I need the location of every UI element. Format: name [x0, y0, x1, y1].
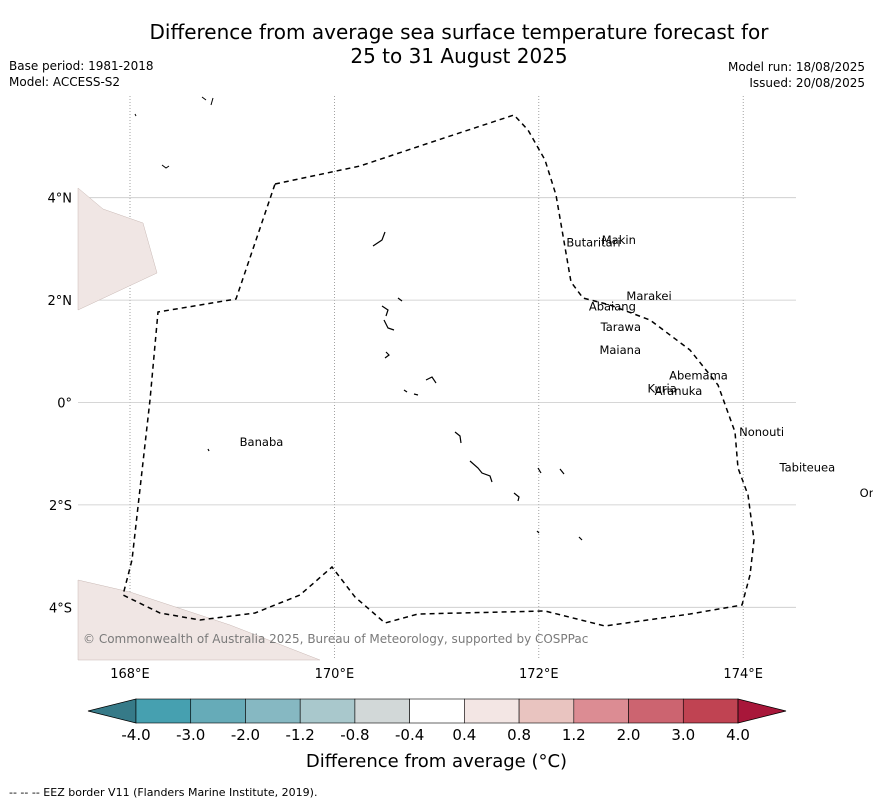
island-tamana [536, 530, 540, 534]
island-label: Marakei [626, 289, 671, 303]
model-name: Model: ACCESS-S2 [9, 75, 121, 89]
lon-tick-label: 174°E [723, 667, 763, 682]
colorbar-tick-label: -2.0 [231, 726, 260, 744]
eez-footer-note: -- -- -- EEZ border V11 (Flanders Marine… [9, 786, 318, 799]
island-tarawa [383, 319, 395, 331]
island-banaba [207, 448, 210, 452]
colorbar: -4.0 -3.0 -2.0 -1.2 -0.8 -0.4 0.4 0.8 1.2 2.0 3.0 4… [87, 698, 787, 744]
colorbar-under-arrow [87, 698, 137, 724]
lat-tick-label: 2°N [48, 294, 73, 309]
lat-tick-label: 0° [57, 397, 72, 412]
colorbar-tick-label: 4.0 [726, 726, 750, 744]
issued-date: Issued: 20/08/2025 [749, 76, 865, 90]
island-fragment [210, 97, 214, 106]
colorbar-segment [245, 698, 301, 724]
island-abemama [425, 376, 437, 384]
colorbar-tick-label: -0.8 [340, 726, 369, 744]
colorbar-tick-label: -4.0 [121, 726, 150, 744]
lat-tick-label: 2°S [49, 499, 72, 514]
colorbar-tick-label: 0.8 [507, 726, 531, 744]
island-label: Aranuka [655, 384, 703, 398]
island-label: Abaiang [589, 299, 636, 313]
island-label: Nonouti [739, 425, 784, 439]
colorbar-tick-label: 2.0 [617, 726, 641, 744]
colorbar-tick-label: -1.2 [286, 726, 315, 744]
island-abaiang [381, 305, 389, 317]
land-northwest [77, 187, 158, 311]
island-label: Tabiteuea [779, 461, 836, 475]
island-label: Banaba [240, 435, 284, 449]
copyright-notice: © Commonwealth of Australia 2025, Bureau… [83, 632, 589, 646]
island-label: Onotoa [860, 486, 873, 500]
island-label: Tarawa [600, 320, 641, 334]
island-butaritari [372, 231, 386, 247]
lat-tick-label: 4°N [48, 192, 73, 207]
island-onotoa [513, 492, 520, 502]
colorbar-tick-label: 1.2 [562, 726, 586, 744]
island-maiana [384, 351, 390, 359]
colorbar-tick-label: -0.4 [395, 726, 424, 744]
gridlines [78, 96, 796, 658]
island-label: Maiana [599, 343, 641, 357]
model-run: Model run: 18/08/2025 [727, 60, 865, 74]
island-fragment [134, 113, 137, 117]
island-label: Abemama [669, 368, 728, 382]
island-tabiteuea [469, 460, 493, 483]
colorbar-label: Difference from average (°C) [305, 751, 568, 772]
island-aranuka [413, 393, 419, 396]
colorbar-segment [354, 698, 410, 724]
island-nonouti [454, 431, 462, 444]
map-title: Difference from average sea surface temp… [0, 20, 873, 68]
island-label: Kuria [648, 381, 677, 395]
island-fragment [201, 96, 207, 101]
island-beru [537, 467, 542, 474]
colorbar-segment [190, 698, 246, 724]
island-kuria [403, 389, 408, 393]
axis-labels: 168°E170°E172°E174°E176°E178°E180°4°N2°N… [48, 192, 763, 682]
colorbar-segment [573, 698, 629, 724]
island-arorae [578, 536, 583, 541]
colorbar-segment [628, 698, 684, 724]
lat-tick-label: 4°S [49, 601, 72, 616]
colorbar-segment [409, 698, 465, 724]
meta-right: Model run: 18/08/2025 Issued: 20/08/2025 [728, 59, 865, 91]
island-fragment [161, 164, 170, 169]
colorbar-segment [464, 698, 520, 724]
title-line-2: 25 to 31 August 2025 [350, 44, 568, 68]
island-marakei [397, 297, 403, 302]
colorbar-tick-label: -3.0 [176, 726, 205, 744]
island-label: Makin [602, 233, 636, 247]
island-label: Butaritari [566, 235, 620, 249]
colorbar-segment [135, 698, 192, 724]
island-shapes [207, 231, 583, 541]
meta-left: Base period: 1981-2018 Model: ACCESS-S2 [9, 58, 154, 90]
title-line-1: Difference from average sea surface temp… [149, 20, 769, 44]
colorbar-tick-label: 3.0 [671, 726, 695, 744]
colorbar-over-arrow [737, 698, 787, 724]
colorbar-segment [682, 698, 739, 724]
colorbar-tick-label: 0.4 [452, 726, 476, 744]
lon-tick-label: 168°E [110, 667, 150, 682]
colorbar-segment [299, 698, 356, 724]
colorbar-segment [518, 698, 575, 724]
lon-tick-label: 170°E [315, 667, 355, 682]
eez-border-path [122, 114, 755, 627]
base-period: Base period: 1981-2018 [9, 59, 154, 73]
land-southwest [77, 579, 321, 661]
lon-tick-label: 172°E [519, 667, 559, 682]
island-nikunau [559, 468, 565, 475]
